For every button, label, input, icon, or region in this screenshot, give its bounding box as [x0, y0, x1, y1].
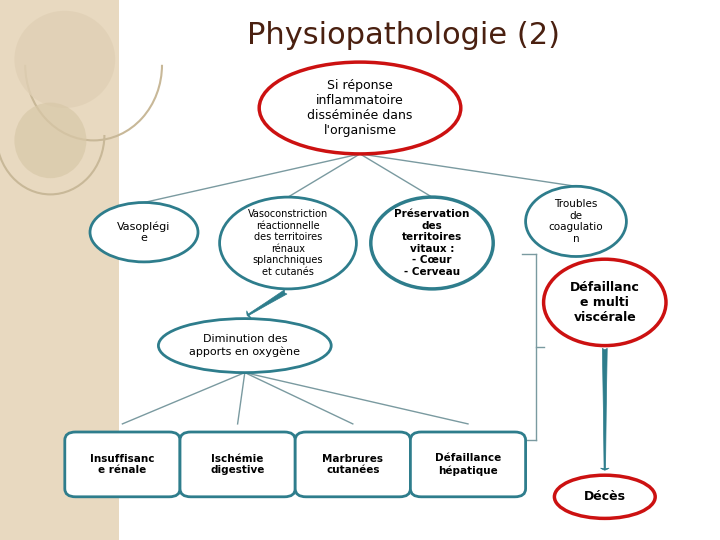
- Ellipse shape: [259, 62, 461, 154]
- Text: Si réponse
inflammatoire
disséminée dans
l'organisme: Si réponse inflammatoire disséminée dans…: [307, 79, 413, 137]
- Text: Insuffisanc
e rénale: Insuffisanc e rénale: [90, 454, 155, 475]
- Ellipse shape: [554, 475, 655, 518]
- Text: Vasoconstriction
réactionnelle
des territoires
rénaux
splanchniques
et cutanés: Vasoconstriction réactionnelle des terri…: [248, 209, 328, 277]
- Ellipse shape: [526, 186, 626, 256]
- Text: Ischémie
digestive: Ischémie digestive: [210, 454, 265, 475]
- Text: Physiopathologie (2): Physiopathologie (2): [247, 21, 559, 50]
- FancyBboxPatch shape: [0, 0, 119, 540]
- Ellipse shape: [544, 259, 666, 346]
- Text: Défaillanc
e multi
viscérale: Défaillanc e multi viscérale: [570, 281, 640, 324]
- Ellipse shape: [158, 319, 331, 373]
- Ellipse shape: [371, 197, 493, 289]
- Text: Décès: Décès: [584, 490, 626, 503]
- FancyBboxPatch shape: [295, 432, 410, 497]
- FancyBboxPatch shape: [65, 432, 180, 497]
- Text: Diminution des
apports en oxygène: Diminution des apports en oxygène: [189, 334, 300, 357]
- Text: Défaillance
hépatique: Défaillance hépatique: [435, 453, 501, 476]
- FancyBboxPatch shape: [180, 432, 295, 497]
- FancyBboxPatch shape: [410, 432, 526, 497]
- Ellipse shape: [14, 11, 115, 108]
- Text: Préservation
des
territoires
vitaux :
- Cœur
- Cerveau: Préservation des territoires vitaux : - …: [395, 209, 469, 277]
- Text: Marbrures
cutanées: Marbrures cutanées: [323, 454, 383, 475]
- Text: Vasoplégi
e: Vasoplégi e: [117, 221, 171, 243]
- Ellipse shape: [90, 202, 198, 262]
- Text: Troubles
de
coagulatio
n: Troubles de coagulatio n: [549, 199, 603, 244]
- Ellipse shape: [220, 197, 356, 289]
- Ellipse shape: [14, 103, 86, 178]
